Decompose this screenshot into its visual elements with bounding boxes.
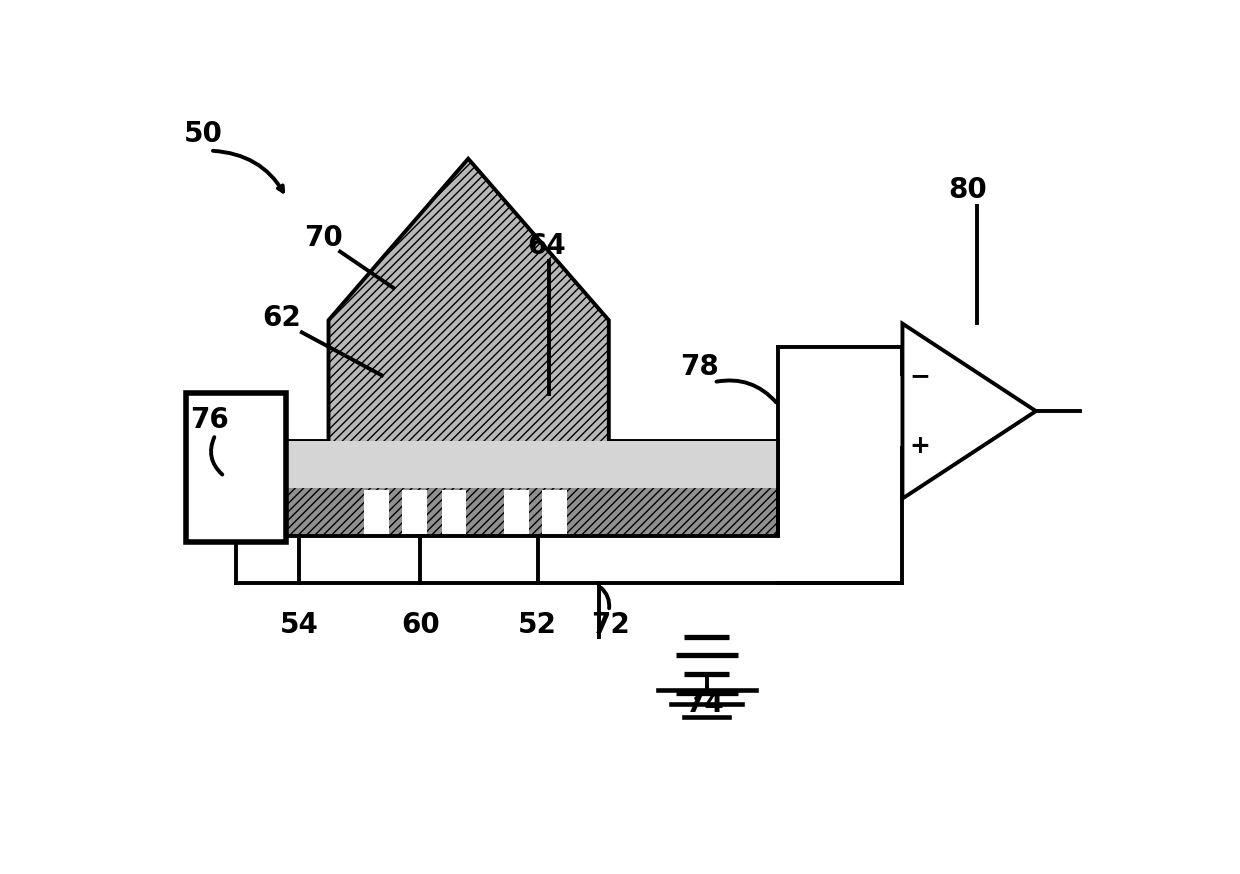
Polygon shape: [329, 159, 609, 472]
Polygon shape: [542, 489, 567, 534]
Polygon shape: [441, 489, 466, 534]
Text: 72: 72: [591, 611, 630, 639]
Text: 80: 80: [949, 176, 987, 204]
Text: 60: 60: [401, 611, 439, 639]
Text: 52: 52: [518, 611, 557, 639]
Text: 76: 76: [191, 406, 229, 434]
Polygon shape: [903, 323, 1035, 498]
Text: 50: 50: [184, 120, 222, 148]
Polygon shape: [239, 441, 777, 489]
Text: −: −: [910, 364, 931, 388]
Text: 54: 54: [280, 611, 319, 639]
Text: +: +: [910, 434, 931, 458]
Polygon shape: [503, 489, 528, 534]
Text: 62: 62: [262, 303, 300, 331]
Polygon shape: [365, 489, 389, 534]
FancyBboxPatch shape: [186, 393, 285, 542]
Text: 70: 70: [305, 225, 343, 253]
Polygon shape: [402, 489, 428, 534]
Text: 78: 78: [680, 353, 719, 381]
Polygon shape: [239, 441, 777, 536]
Text: 64: 64: [527, 232, 565, 260]
Text: 74: 74: [686, 690, 724, 718]
